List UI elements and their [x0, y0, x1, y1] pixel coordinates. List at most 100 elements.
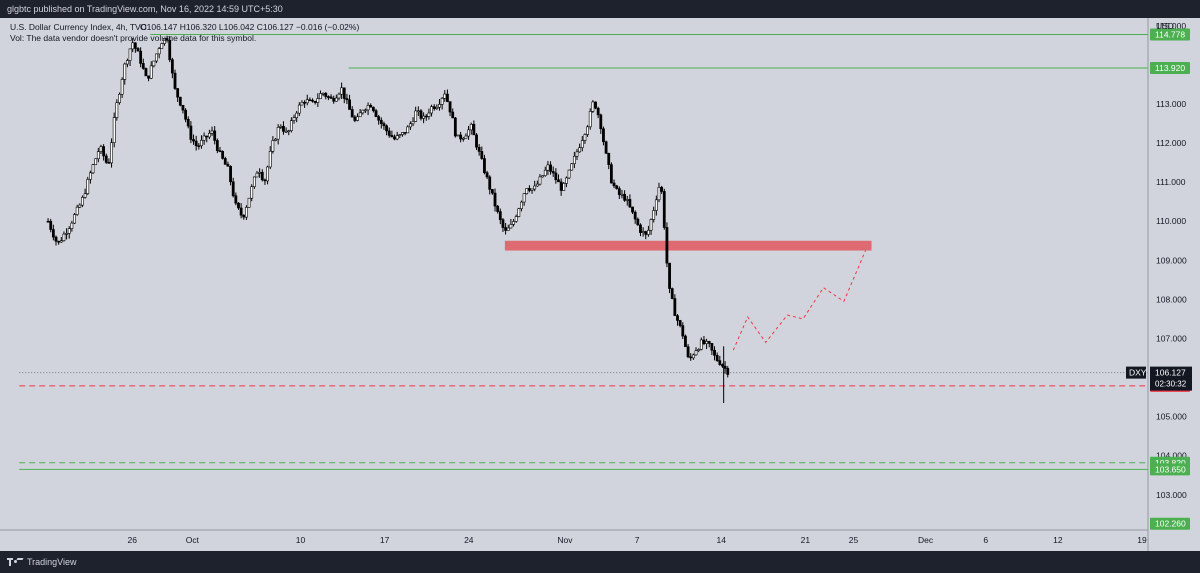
- candle-body-232: [660, 186, 664, 192]
- candle-body-185: [535, 183, 539, 187]
- candle-body-207: [594, 101, 597, 109]
- candles: [46, 35, 730, 403]
- last-price-bg: [1150, 366, 1192, 391]
- candle-body-240: [681, 325, 685, 337]
- candle-body-55: [192, 139, 195, 142]
- candle-body-89: [282, 125, 285, 132]
- candle-body-151: [446, 93, 449, 102]
- candle-body-242: [686, 346, 690, 358]
- candle-body-149: [440, 98, 444, 105]
- candle-body-51: [181, 104, 185, 111]
- candle-body-165: [483, 158, 486, 174]
- candle-body-65: [218, 150, 222, 152]
- candle-body-14: [83, 193, 87, 198]
- level-tag-3-bg: [1150, 463, 1190, 476]
- candle-body-135: [403, 132, 407, 134]
- candle-body-46: [168, 39, 172, 60]
- candle-body-193: [557, 179, 560, 183]
- candle-body-128: [385, 125, 388, 132]
- price-labels: 114.778113.920103.820103.650105.788102.2…: [1126, 28, 1192, 530]
- candle-body-173: [504, 227, 507, 231]
- candle-body-183: [530, 188, 534, 191]
- candle-body-13: [81, 197, 84, 206]
- candle-body-35: [139, 50, 143, 64]
- candle-body-12: [78, 204, 82, 208]
- horizontal-lines: [19, 33, 1148, 470]
- candle-body-160: [469, 123, 473, 131]
- candle-body-206: [591, 101, 595, 112]
- candle-body-138: [411, 121, 415, 125]
- candle-body-87: [276, 127, 280, 140]
- level-tag-1-text: 113.920: [1155, 63, 1185, 73]
- candle-body-17: [91, 164, 95, 174]
- candle-body-9: [70, 222, 74, 229]
- candle-body-43: [160, 43, 164, 49]
- candle-body-140: [416, 110, 420, 113]
- candle-body-239: [678, 320, 682, 326]
- candle-body-199: [572, 155, 576, 165]
- candle-body-79: [255, 172, 259, 178]
- x-tick-label-1: Oct: [186, 535, 200, 545]
- candle-body-136: [406, 126, 410, 134]
- candle-body-219: [625, 199, 629, 201]
- candle-body-243: [689, 356, 693, 359]
- candle-body-96: [300, 102, 304, 106]
- candle-body-83: [266, 166, 269, 182]
- candle-body-37: [144, 68, 148, 77]
- candle-body-119: [361, 109, 365, 114]
- candle-body-73: [239, 207, 243, 216]
- y-tick-label-7: 110.000: [1156, 216, 1186, 226]
- ohlc-readout: O106.147 H106.320 L106.042 C106.127 −0.0…: [140, 22, 359, 32]
- candle-body-41: [155, 53, 158, 62]
- candle-body-110: [337, 93, 341, 99]
- bottom-bar: TradingView: [0, 551, 1200, 573]
- candle-body-19: [96, 151, 100, 160]
- candle-body-166: [485, 172, 489, 178]
- candle-body-146: [432, 106, 436, 109]
- candle-body-118: [358, 112, 362, 118]
- y-tick-label-4: 107.000: [1156, 333, 1187, 343]
- candle-body-50: [178, 96, 182, 106]
- candle-body-64: [215, 140, 219, 151]
- publisher-text: glgbtc published on TradingView.com, Nov…: [7, 4, 283, 14]
- y-tick-label-1: 104.000: [1156, 451, 1187, 461]
- candle-body-18: [94, 158, 98, 165]
- last-price-text: 106.127: [1155, 368, 1186, 378]
- candle-body-147: [435, 106, 439, 109]
- candle-body-224: [639, 224, 642, 233]
- candle-body-192: [554, 172, 558, 181]
- countdown-text: 02:30:32: [1155, 380, 1187, 389]
- level-tag-0-bg: [1150, 28, 1190, 41]
- y-tick-label-5: 108.000: [1156, 294, 1187, 304]
- candle-body-77: [250, 186, 254, 199]
- candle-body-98: [305, 99, 309, 104]
- x-tick-label-9: 25: [849, 535, 859, 545]
- candle-body-75: [245, 207, 248, 218]
- candle-body-48: [173, 72, 177, 89]
- candle-body-31: [128, 48, 132, 61]
- candle-body-95: [297, 104, 301, 114]
- currency-label: USD: [1156, 21, 1174, 31]
- x-tick-label-10: Dec: [918, 535, 934, 545]
- candle-body-61: [207, 133, 211, 138]
- candle-body-200: [575, 151, 579, 157]
- x-tick-label-6: 7: [635, 535, 640, 545]
- candle-body-70: [231, 181, 235, 197]
- candle-body-100: [311, 99, 314, 102]
- candle-body-248: [702, 339, 706, 344]
- symbol-tag: DXY: [1129, 368, 1147, 378]
- candle-body-131: [393, 136, 396, 140]
- level-tag-1-bg: [1150, 62, 1190, 75]
- candle-body-80: [258, 171, 262, 174]
- x-tick-label-7: 14: [717, 535, 727, 545]
- candle-body-153: [451, 111, 455, 119]
- y-tick-label-6: 109.000: [1156, 255, 1187, 265]
- candle-body-172: [501, 219, 505, 228]
- candle-body-214: [612, 182, 616, 187]
- projection: [732, 250, 866, 351]
- candle-body-189: [546, 164, 550, 171]
- y-tick-label-8: 111.000: [1156, 177, 1186, 187]
- candle-body-249: [705, 341, 708, 344]
